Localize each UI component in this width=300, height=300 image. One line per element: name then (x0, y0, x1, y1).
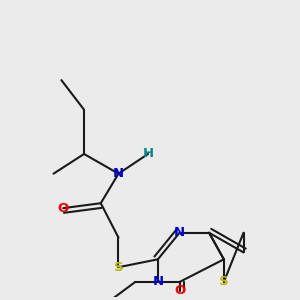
Text: N: N (174, 226, 185, 239)
Text: S: S (114, 261, 123, 274)
Text: O: O (58, 202, 69, 214)
Text: H: H (142, 148, 154, 160)
Text: N: N (152, 275, 164, 289)
Text: N: N (113, 167, 124, 180)
Text: O: O (174, 284, 185, 297)
Text: S: S (219, 275, 229, 289)
